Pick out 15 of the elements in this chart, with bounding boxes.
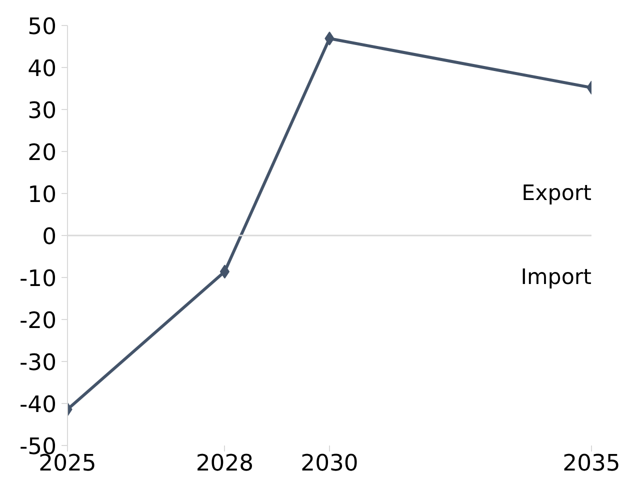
y-tick-label: -20 [19,308,57,334]
y-tick-label: -30 [19,350,57,376]
y-tick-label: 20 [28,140,57,166]
x-tick-label: 2035 [562,450,620,476]
annotation: Export [522,181,592,206]
y-tick-label: 50 [28,14,57,40]
y-tick-label: 30 [28,98,57,124]
y-tick-label: -40 [19,392,57,418]
y-tick-label: 40 [28,56,57,82]
y-tick-label: -10 [19,266,57,292]
annotation: Import [520,265,592,290]
y-tick-label: 0 [42,224,57,250]
y-tick-label: 10 [28,182,57,208]
x-tick-label: 2028 [196,450,254,476]
x-tick-label: 2030 [300,450,358,476]
